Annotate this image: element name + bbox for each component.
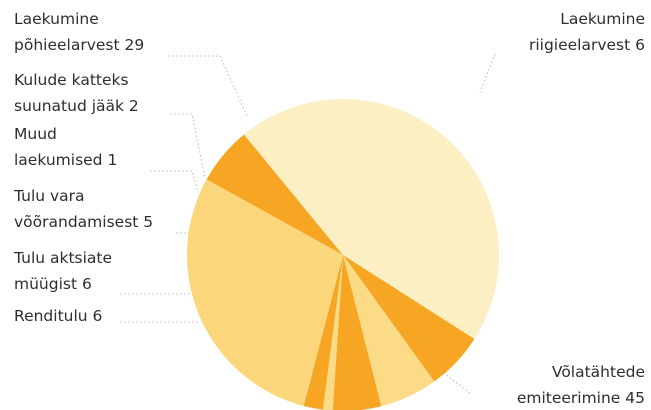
leader-line [170,113,206,179]
slice-label: Laekumine riigieelarvest 6 [529,10,645,54]
pie-slice [303,255,343,410]
slice-label-line: Kulude katteks [14,71,129,89]
pie-slices [187,98,500,410]
pie-slice [343,255,475,382]
slice-label-line: põhieelarvest 29 [14,36,144,54]
leader-line [150,170,199,193]
slice-labels: Laekumine riigieelarvest 6 Võlatähtede emit… [13,10,645,407]
slice-label-line: Renditulu 6 [14,307,102,325]
pie-slice [332,255,382,410]
leader-line [168,55,249,119]
slice-label-line: Laekumine [560,10,645,28]
slice-label-line: riigieelarvest 6 [529,36,645,54]
slice-label-line: Tulu aktsiate [13,249,112,267]
pie-slice [322,255,343,410]
leader-line [479,53,496,93]
slice-label-line: laekumised 1 [14,151,117,169]
slice-label-line: Tulu vara [13,187,85,205]
slice-label: Tulu vara võõrandamisest 5 [13,187,153,231]
slice-label: Kulude katteks suunatud jääk 2 [14,71,139,115]
slice-label-line: emiteerimine 45 [517,389,645,407]
slice-label: Laekumine põhieelarvest 29 [14,10,144,54]
pie-slice [343,255,435,407]
slice-label: Võlatähtede emiteerimine 45 [517,363,645,407]
slice-label-line: müügist 6 [14,275,92,293]
pie-slice [187,179,343,406]
slice-label-line: võõrandamisest 5 [14,213,153,231]
slice-label-line: Laekumine [14,10,99,28]
slice-label: Renditulu 6 [14,307,102,325]
slice-label-line: Muud [14,125,57,143]
pie-slice [206,134,343,255]
slice-label-line: suunatud jääk 2 [14,97,139,115]
slice-label: Tulu aktsiate müügist 6 [13,249,112,293]
leader-lines [120,53,496,394]
slice-label: Muud laekumised 1 [14,125,117,169]
pie-slice [243,98,500,340]
slice-label-line: Võlatähtede [552,363,645,381]
